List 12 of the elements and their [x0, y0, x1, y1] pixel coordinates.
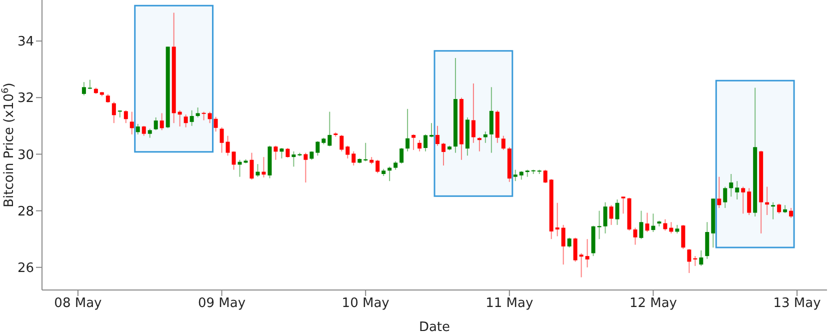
x-tick-label: 10 May [342, 296, 390, 312]
x-tick-label: 09 May [198, 296, 246, 312]
x-tick-label: 11 May [486, 296, 534, 312]
y-tick-label: 26 [17, 260, 34, 276]
y-tick-label: 28 [17, 204, 34, 220]
x-axis-title: Date [418, 320, 450, 333]
x-tick-label: 12 May [629, 296, 678, 312]
y-tick-label: 32 [17, 91, 34, 106]
y-tick-label: 30 [17, 148, 34, 163]
x-tick-label: 08 May [54, 296, 102, 312]
x-tick-label: 13 May [773, 296, 822, 312]
y-tick-label: 34 [17, 34, 34, 50]
